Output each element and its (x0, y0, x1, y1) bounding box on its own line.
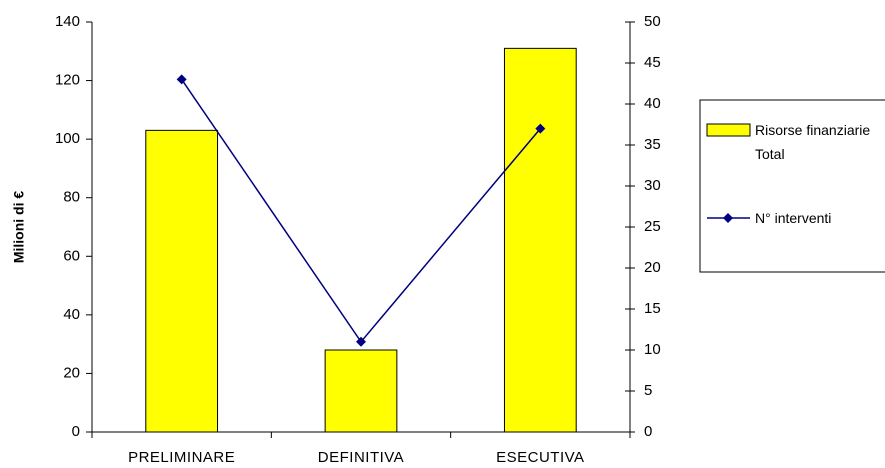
legend-swatch (706, 123, 751, 137)
y2-tick-label: 25 (644, 218, 661, 235)
legend-label: N° interventi (755, 210, 832, 226)
marker (176, 74, 187, 85)
y-tick-label: 20 (63, 364, 80, 381)
legend-label: Risorse finanziarie Total (755, 122, 871, 162)
y2-tick-label: 35 (644, 136, 661, 153)
line (181, 78, 541, 344)
x-tick-label: ESECUTIVA (496, 449, 584, 466)
legend-marker (723, 213, 733, 223)
marker (356, 336, 366, 347)
y2-tick-label: 15 (644, 300, 661, 317)
x-tick-label: PRELIMINARE (128, 449, 235, 466)
y-tick-label: 0 (72, 423, 80, 440)
y-tick-label: 120 (55, 72, 80, 89)
y-tick-label: 100 (55, 130, 80, 147)
y2-tick-label: 40 (644, 95, 661, 112)
y2-tick-label: 45 (644, 54, 661, 71)
y2-tick-label: 20 (644, 259, 661, 276)
y-tick-label: 80 (63, 189, 80, 206)
y2-tick-label: 10 (644, 341, 661, 358)
y2-tick-label: 0 (644, 423, 652, 440)
y-tick-label: 40 (63, 306, 80, 323)
x-tick-label: DEFINITIVA (318, 449, 404, 466)
bar (324, 349, 398, 433)
y-tick-label: 60 (63, 247, 80, 264)
y-axis-label: Milioni di € (11, 191, 27, 264)
marker (535, 123, 546, 134)
y2-tick-label: 30 (644, 177, 661, 194)
y2-tick-label: 5 (644, 382, 652, 399)
bar (145, 129, 219, 433)
y2-tick-label: 50 (644, 13, 661, 30)
bar (503, 47, 577, 433)
y-tick-label: 140 (55, 13, 80, 30)
